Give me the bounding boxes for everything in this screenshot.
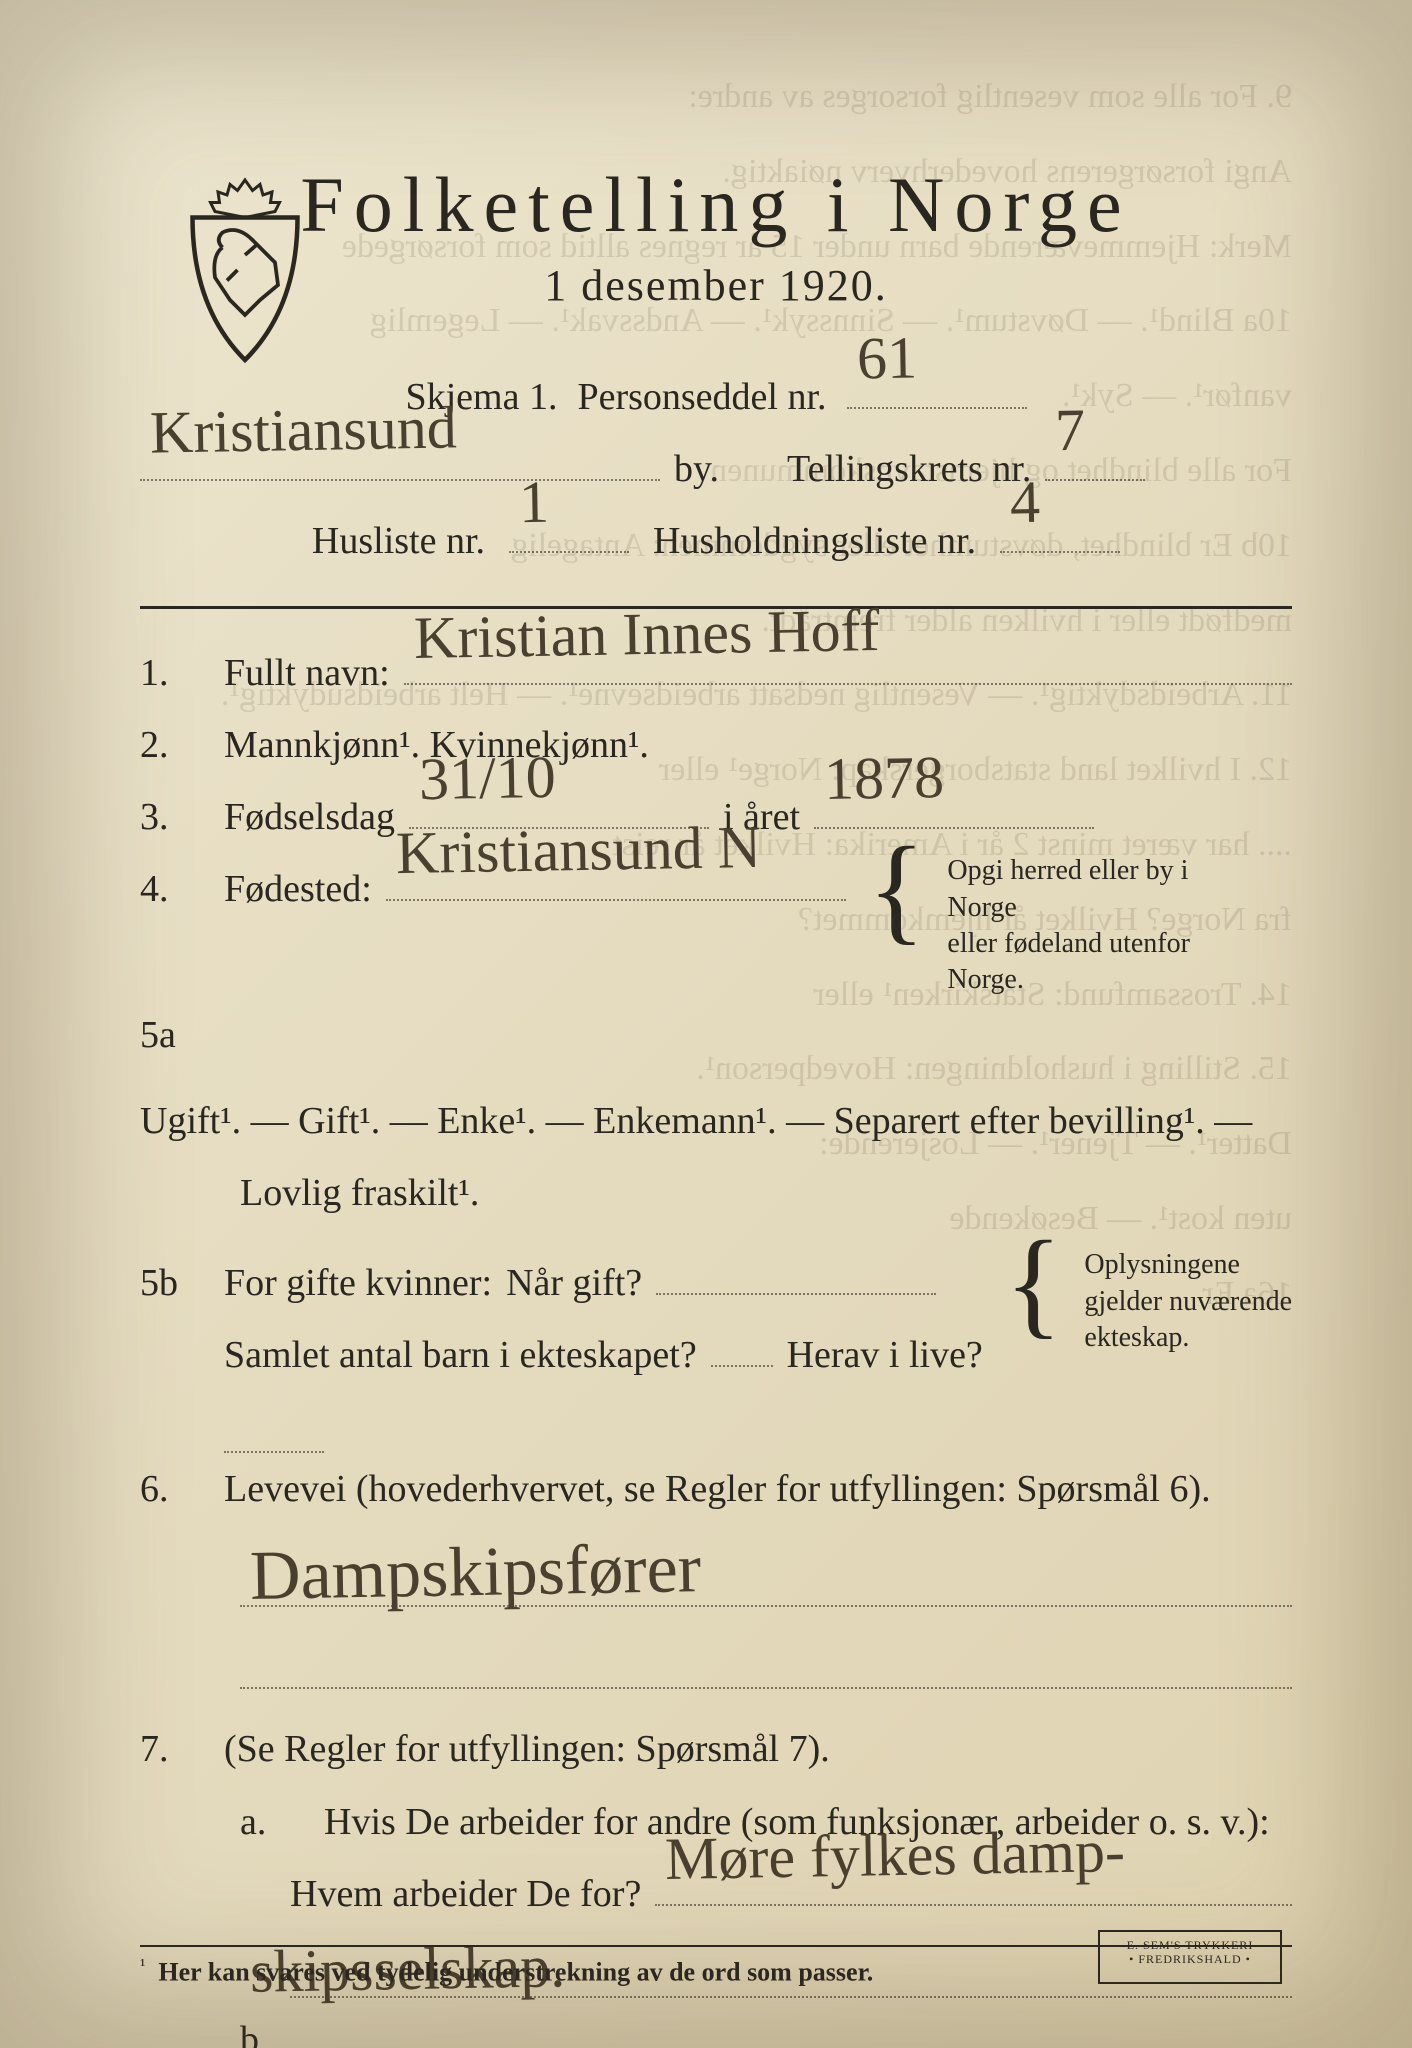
by-value: Kristiansund xyxy=(149,371,458,490)
by-label: by. xyxy=(674,433,719,505)
q3-year-value: 1878 xyxy=(823,720,945,836)
husliste-value: 1 xyxy=(518,445,550,560)
personseddel-label: Personseddel nr. xyxy=(577,361,826,433)
brace-icon: { xyxy=(997,1247,1071,1319)
q5b-num: 5b xyxy=(140,1247,210,1319)
q5b-sidenote: Oplysningene gjelder nuværende ekteskap. xyxy=(1084,1247,1292,1356)
q3-label: Fødselsdag xyxy=(224,781,395,853)
husliste-label: Husliste nr. xyxy=(312,505,485,577)
q3-num: 3. xyxy=(140,781,210,853)
q5a-text1: Ugift¹. — Gift¹. — Enke¹. — Enkemann¹. —… xyxy=(140,1085,1252,1157)
husholdningsliste-label: Husholdningsliste nr. xyxy=(653,505,976,577)
tellingskrets-value: 7 xyxy=(1054,373,1086,488)
q7-label: (Se Regler for utfyllingen: Spørsmål 7). xyxy=(224,1713,830,1785)
q6-label: Levevei (hovederhvervet, se Regler for u… xyxy=(224,1453,1211,1525)
q5a-text2: Lovlig fraskilt¹. xyxy=(240,1157,479,1229)
q5b-label: For gifte kvinner: xyxy=(224,1247,492,1319)
printer-stamp: E. SEM'S TRYKKERI • FREDRIKSHALD • xyxy=(1098,1930,1282,1984)
q7a-num: a. xyxy=(210,1786,310,1858)
q5b-children-label: Samlet antal barn i ekteskapet? xyxy=(224,1319,697,1391)
q5b-when-label: Når gift? xyxy=(506,1247,642,1319)
q5a-num: 5a xyxy=(140,999,210,1071)
q7a-value: Møre fylkes damp- xyxy=(664,1794,1126,1916)
q4-num: 4. xyxy=(140,853,210,925)
q6-num: 6. xyxy=(140,1453,210,1525)
q4-label: Fødested: xyxy=(224,853,372,925)
q7-num: 7. xyxy=(140,1713,210,1785)
q6-value: Dampskipsfører xyxy=(249,1529,701,1617)
tellingskrets-label: Tellingskrets nr. xyxy=(787,433,1031,505)
q1-value: Kristian Innes Hoff xyxy=(413,573,880,695)
q7a-label: Hvem arbeider De for? xyxy=(290,1858,641,1930)
brace-icon: { xyxy=(860,853,934,925)
q5b-alive-label: Herav i live? xyxy=(787,1319,983,1391)
q4-value: Kristiansund N xyxy=(395,790,762,910)
q1-num: 1. xyxy=(140,637,210,709)
personseddel-value: 61 xyxy=(856,300,918,415)
q7b-num: b. xyxy=(210,2004,310,2048)
q4-sidenote: Opgi herred eller by i Norge eller fødel… xyxy=(947,853,1227,999)
q2-num: 2. xyxy=(140,709,210,781)
coat-of-arms-icon xyxy=(170,170,320,370)
census-form-page: 9. For alle som vesentlig forsorges av a… xyxy=(0,0,1412,2048)
husholdningsliste-value: 4 xyxy=(1009,445,1041,560)
q1-label: Fullt navn: xyxy=(224,637,390,709)
